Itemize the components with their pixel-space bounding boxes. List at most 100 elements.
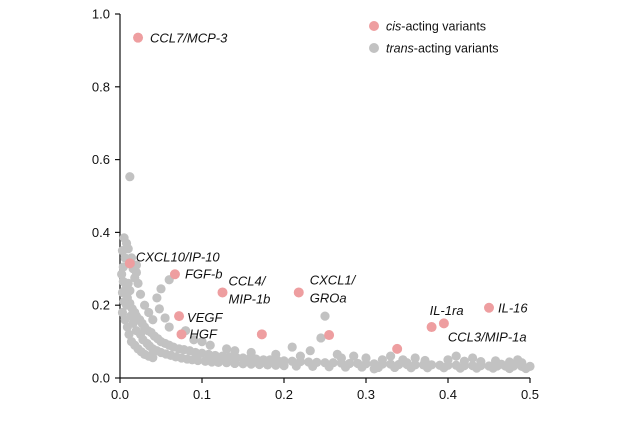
trans-point [369,364,379,374]
trans-point [222,344,232,354]
x-tick-label: 0.3 [357,387,375,402]
trans-point [336,353,346,363]
trans-point [271,360,281,370]
y-tick-label: 0.4 [92,225,110,240]
x-tick-label: 0.4 [439,387,457,402]
trans-point [295,351,305,361]
trans-point [124,329,134,339]
cis-point [256,329,267,340]
point-annotations: CCL7/MCP-3 CXCL10/IP-10 FGF-b CCL4/MIP-1b CX… [136,31,529,345]
trans-point [197,337,207,347]
trans-point [390,362,400,373]
x-tick-label: 0.5 [521,387,539,402]
trans-point [207,357,217,367]
trans-point [230,358,240,369]
trans-point [496,359,506,369]
x-tick-label: 0.2 [275,387,293,402]
point-label: VEGF [187,310,223,325]
trans-point [340,362,351,372]
trans-point [472,363,482,373]
trans-point [238,359,248,369]
trans-point [148,315,158,325]
trans-point [402,358,412,368]
cis-point [176,329,187,340]
cis-point [392,343,403,354]
trans-point [349,351,359,361]
trans-point [271,349,281,359]
trans-point [357,362,367,372]
trans-point [459,356,469,366]
trans-point [476,357,486,367]
point-label: CXCL1/GROa [310,272,357,305]
trans-point [156,284,166,294]
point-label: CCL7/MCP-3 [150,31,228,46]
trans-point [246,359,256,369]
trans-series [117,172,535,374]
trans-point [279,361,289,371]
trans-point [488,363,498,373]
legend: cis-acting variants trans-acting variants [369,20,499,56]
y-tick-label: 1.0 [92,7,110,22]
y-tick-label: 0.0 [92,371,110,386]
legend-marker [369,21,379,31]
axes: 0.0 0.2 0.4 0.6 0.8 1.0 0.0 0.1 0.2 0.3 0.4 0.5 [92,7,539,403]
point-label: HGF [190,326,219,341]
trans-point [123,244,133,254]
trans-point [121,300,132,310]
trans-point [254,359,264,370]
trans-point [140,300,150,310]
cis-point [438,318,449,329]
trans-point [154,304,164,314]
trans-point [439,363,449,373]
legend-label: cis-acting variants [386,20,486,34]
trans-point [308,361,318,371]
trans-point [117,307,128,318]
trans-point [152,293,162,303]
trans-point [148,353,158,363]
trans-point [377,355,387,365]
trans-point [133,278,143,288]
trans-point [135,289,146,299]
point-label: FGF-b [185,266,223,281]
point-label: CCL3/MIP-1a [448,329,527,344]
trans-point [122,322,132,332]
y-tick-label: 0.6 [92,152,110,167]
point-label: IL-16 [498,301,528,316]
trans-point [222,358,232,368]
trans-point [320,311,330,321]
trans-point [246,347,256,358]
trans-point [193,355,203,366]
trans-point [422,363,433,373]
cis-point [169,269,180,280]
cis-point [426,322,437,333]
trans-point [144,307,154,318]
trans-point [213,357,223,367]
trans-point [361,353,371,363]
point-label: IL-1ra [430,303,464,318]
trans-point [386,351,396,361]
trans-point [123,278,133,288]
trans-point [451,351,461,361]
trans-point [316,333,326,343]
cis-point [133,32,144,43]
y-tick-label: 0.8 [92,79,110,94]
trans-point [324,362,334,372]
trans-point [230,346,240,356]
cis-point [124,258,135,269]
legend-label: trans-acting variants [386,42,499,56]
legend-marker [369,43,379,53]
cis-series [124,32,494,354]
trans-point [160,313,170,323]
trans-point [263,360,273,370]
x-tick-label: 0.1 [193,387,211,402]
trans-point [291,361,301,371]
trans-point [455,363,465,373]
trans-point [189,335,199,345]
point-label: CXCL10/IP-10 [136,249,221,264]
trans-point [125,286,135,296]
trans-point [410,353,420,363]
cis-point [217,287,228,298]
trans-point [513,355,523,365]
trans-point [205,340,215,350]
